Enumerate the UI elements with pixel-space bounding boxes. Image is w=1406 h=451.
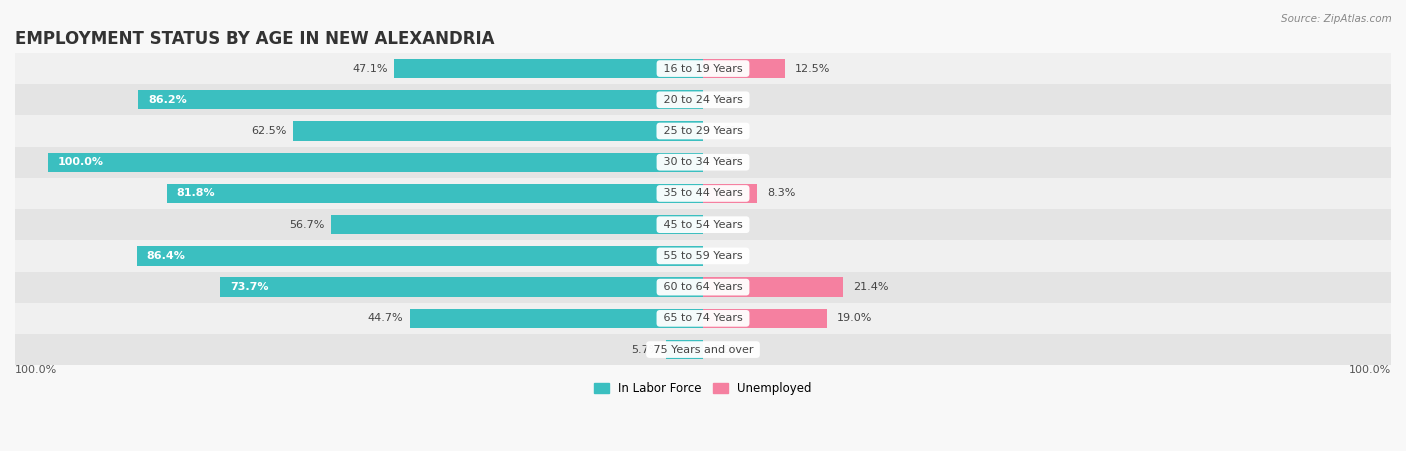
Text: 30 to 34 Years: 30 to 34 Years	[659, 157, 747, 167]
Bar	[703, 184, 758, 203]
Text: 86.2%: 86.2%	[148, 95, 187, 105]
Text: 56.7%: 56.7%	[290, 220, 325, 230]
Bar	[703, 308, 828, 328]
Bar	[703, 277, 844, 297]
Text: 20 to 24 Years: 20 to 24 Years	[659, 95, 747, 105]
Text: 55 to 59 Years: 55 to 59 Years	[659, 251, 747, 261]
Bar	[665, 340, 703, 359]
Bar	[15, 147, 1391, 178]
Text: 62.5%: 62.5%	[252, 126, 287, 136]
Text: 100.0%: 100.0%	[58, 157, 104, 167]
Bar	[332, 215, 703, 235]
Bar	[15, 334, 1391, 365]
Text: 0.0%: 0.0%	[713, 95, 741, 105]
Bar	[15, 303, 1391, 334]
Text: 5.7%: 5.7%	[631, 345, 659, 354]
Text: 60 to 64 Years: 60 to 64 Years	[659, 282, 747, 292]
Bar	[15, 209, 1391, 240]
Text: 0.0%: 0.0%	[713, 220, 741, 230]
Bar	[394, 59, 703, 78]
Text: 16 to 19 Years: 16 to 19 Years	[659, 64, 747, 74]
Bar	[221, 277, 703, 297]
Bar	[15, 178, 1391, 209]
Bar	[15, 240, 1391, 272]
Bar	[167, 184, 703, 203]
Bar	[48, 152, 703, 172]
Text: 86.4%: 86.4%	[146, 251, 186, 261]
Bar	[15, 53, 1391, 84]
Text: 81.8%: 81.8%	[177, 189, 215, 198]
Bar	[136, 246, 703, 266]
Text: 0.0%: 0.0%	[713, 126, 741, 136]
Bar	[703, 59, 785, 78]
Bar	[15, 115, 1391, 147]
Bar	[138, 90, 703, 110]
Text: 100.0%: 100.0%	[1348, 365, 1391, 375]
Text: 45 to 54 Years: 45 to 54 Years	[659, 220, 747, 230]
Text: 73.7%: 73.7%	[231, 282, 269, 292]
Text: EMPLOYMENT STATUS BY AGE IN NEW ALEXANDRIA: EMPLOYMENT STATUS BY AGE IN NEW ALEXANDR…	[15, 30, 495, 48]
Text: 75 Years and over: 75 Years and over	[650, 345, 756, 354]
Text: 35 to 44 Years: 35 to 44 Years	[659, 189, 747, 198]
Text: 0.0%: 0.0%	[713, 157, 741, 167]
Text: 100.0%: 100.0%	[15, 365, 58, 375]
Text: 19.0%: 19.0%	[838, 313, 873, 323]
Bar	[294, 121, 703, 141]
Legend: In Labor Force, Unemployed: In Labor Force, Unemployed	[589, 377, 817, 400]
Bar	[15, 272, 1391, 303]
Text: 8.3%: 8.3%	[768, 189, 796, 198]
Text: 47.1%: 47.1%	[353, 64, 388, 74]
Text: 0.0%: 0.0%	[713, 251, 741, 261]
Text: Source: ZipAtlas.com: Source: ZipAtlas.com	[1281, 14, 1392, 23]
Text: 0.0%: 0.0%	[713, 345, 741, 354]
Text: 12.5%: 12.5%	[794, 64, 830, 74]
Text: 65 to 74 Years: 65 to 74 Years	[659, 313, 747, 323]
Text: 25 to 29 Years: 25 to 29 Years	[659, 126, 747, 136]
Bar	[15, 84, 1391, 115]
Text: 21.4%: 21.4%	[853, 282, 889, 292]
Bar	[411, 308, 703, 328]
Text: 44.7%: 44.7%	[368, 313, 404, 323]
